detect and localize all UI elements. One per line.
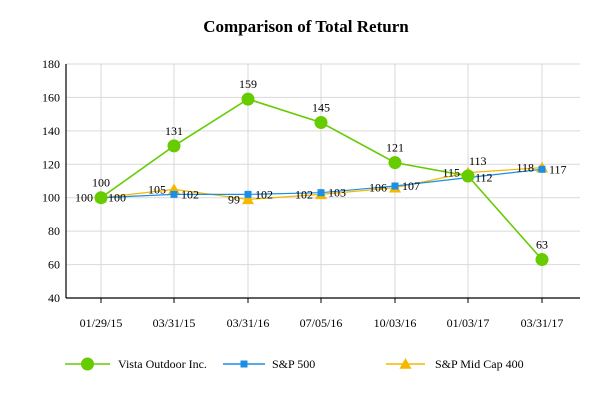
data-point-vista-outdoor-inc <box>388 156 402 170</box>
data-point-vista-outdoor-inc <box>535 253 549 267</box>
data-label-s-p-mid-cap-400: 100 <box>75 191 93 205</box>
data-label-s-p-500: 117 <box>549 162 567 176</box>
y-tick-label: 160 <box>42 90 60 104</box>
data-label-vista-outdoor-inc: 159 <box>239 77 257 91</box>
data-label-s-p-500: 103 <box>328 186 346 200</box>
x-tick-label: 07/05/16 <box>300 316 343 330</box>
y-tick-label: 60 <box>48 258 60 272</box>
y-tick-label: 180 <box>42 57 60 71</box>
data-label-vista-outdoor-inc: 121 <box>386 141 404 155</box>
data-label-s-p-mid-cap-400: 106 <box>369 181 387 195</box>
data-label-s-p-500: 102 <box>181 187 199 201</box>
data-point-vista-outdoor-inc <box>94 191 108 205</box>
y-tick-label: 80 <box>48 224 60 238</box>
x-tick-label: 10/03/16 <box>374 316 417 330</box>
data-point-vista-outdoor-inc <box>314 116 328 129</box>
y-tick-label: 120 <box>42 157 60 171</box>
data-point-s-p-500 <box>170 190 178 198</box>
data-label-s-p-mid-cap-400: 105 <box>148 182 166 196</box>
y-tick-label: 100 <box>42 191 60 205</box>
data-label-vista-outdoor-inc: 145 <box>312 101 330 115</box>
x-tick-label: 03/31/15 <box>153 316 196 330</box>
legend-label-s-p-500: S&P 500 <box>272 357 315 371</box>
x-tick-label: 03/31/16 <box>227 316 270 330</box>
data-label-s-p-mid-cap-400: 99 <box>228 192 240 206</box>
legend-marker-vista-outdoor-inc <box>81 357 94 371</box>
data-label-vista-outdoor-inc: 113 <box>469 154 487 168</box>
data-point-s-p-500 <box>244 190 252 198</box>
data-label-vista-outdoor-inc: 100 <box>92 176 110 190</box>
legend-label-vista-outdoor-inc: Vista Outdoor Inc. <box>118 357 207 371</box>
legend-label-s-p-mid-cap-400: S&P Mid Cap 400 <box>435 357 524 371</box>
data-point-s-p-mid-cap-400 <box>242 193 254 205</box>
y-tick-label: 140 <box>42 124 60 138</box>
x-tick-label: 01/29/15 <box>80 316 123 330</box>
data-label-s-p-500: 112 <box>475 171 493 185</box>
data-label-s-p-500: 100 <box>108 191 126 205</box>
data-label-s-p-mid-cap-400: 115 <box>442 166 460 180</box>
data-point-s-p-500 <box>538 165 546 173</box>
data-point-vista-outdoor-inc <box>167 139 181 153</box>
x-tick-label: 03/31/17 <box>521 316 564 330</box>
legend-marker-s-p-mid-cap-400 <box>399 358 412 369</box>
x-tick-label: 01/03/17 <box>447 316 490 330</box>
y-tick-label: 40 <box>48 291 60 305</box>
chart-title: Comparison of Total Return <box>203 17 409 36</box>
data-label-s-p-mid-cap-400: 102 <box>295 187 313 201</box>
data-label-s-p-500: 107 <box>402 179 420 193</box>
data-label-s-p-mid-cap-400: 118 <box>516 161 534 175</box>
legend-marker-s-p-500 <box>240 360 248 368</box>
data-label-vista-outdoor-inc: 63 <box>536 238 548 252</box>
data-point-vista-outdoor-inc <box>461 169 475 183</box>
data-point-s-p-500 <box>317 189 325 197</box>
data-point-vista-outdoor-inc <box>241 92 255 106</box>
data-point-s-p-500 <box>391 182 399 190</box>
data-label-vista-outdoor-inc: 131 <box>165 124 183 138</box>
data-label-s-p-500: 102 <box>255 187 273 201</box>
